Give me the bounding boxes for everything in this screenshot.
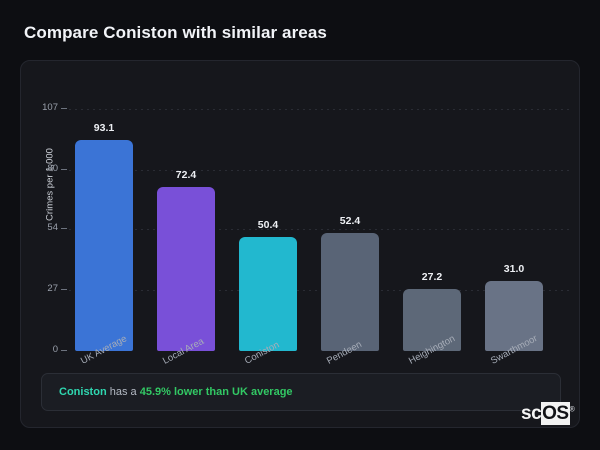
bar[interactable]	[321, 232, 379, 351]
bar-value-label: 27.2	[421, 271, 443, 284]
insight-text: Coniston has a 45.9% lower than UK avera…	[59, 386, 293, 398]
bar-group[interactable]: 93.1 UK Average	[75, 61, 133, 367]
y-axis-tick-label: 107	[42, 102, 58, 113]
insight-area-name: Coniston	[59, 386, 107, 398]
y-axis-tick-label: 27	[47, 282, 58, 294]
bar-value-label: 52.4	[339, 214, 361, 227]
page-title: Compare Coniston with similar areas	[24, 23, 327, 42]
scos-watermark: scOS®	[521, 402, 575, 425]
bar-group[interactable]: 72.4 Local Area	[157, 61, 215, 367]
bar-group[interactable]: 52.4 Pendeen	[321, 61, 379, 367]
bar[interactable]	[485, 280, 543, 351]
y-axis-tick-label: 80	[47, 163, 58, 175]
insight-callout: Coniston has a 45.9% lower than UK avera…	[41, 373, 561, 411]
bar-value-label: 31.0	[503, 262, 525, 275]
watermark-prefix: sc	[521, 403, 542, 424]
gridline	[69, 289, 569, 291]
chart-card: Crimes per 1,000 0 27 54 80 107 93.1 UK Avera…	[20, 60, 580, 428]
y-axis-tick-mark	[61, 288, 67, 290]
y-axis-tick-mark	[61, 350, 67, 351]
bar[interactable]	[157, 187, 215, 351]
bar-group[interactable]: 50.4 Coniston	[239, 61, 297, 367]
bar-value-label: 93.1	[93, 122, 115, 135]
bar-value-label: 50.4	[257, 219, 279, 232]
y-axis-tick-label: 0	[52, 344, 58, 355]
bar-value-label: 72.4	[175, 169, 197, 182]
watermark-highlight: OS	[541, 402, 570, 425]
insight-connector: has a	[106, 386, 140, 398]
y-axis-tick-mark	[61, 108, 67, 109]
gridline	[69, 109, 569, 110]
bar[interactable]	[75, 140, 133, 351]
bar-group[interactable]: 27.2 Heighington	[403, 61, 461, 367]
watermark-registered-mark: ®	[569, 406, 575, 414]
bar-group[interactable]: 31.0 Swarthmoor	[485, 61, 543, 367]
y-axis-tick-mark	[61, 169, 67, 171]
gridline	[69, 170, 569, 172]
bar[interactable]	[403, 289, 461, 351]
y-axis-tick-mark	[61, 227, 67, 229]
y-axis-tick-label: 54	[47, 221, 58, 233]
gridline	[69, 228, 569, 230]
bar[interactable]	[239, 237, 297, 351]
bars-layer: 93.1 UK Average 72.4 Local Area 50.4 Coniston…	[75, 61, 567, 367]
bar-chart-plot: Crimes per 1,000 0 27 54 80 107 93.1 UK Avera…	[21, 61, 581, 367]
insight-comparison: 45.9% lower than UK average	[139, 386, 293, 398]
